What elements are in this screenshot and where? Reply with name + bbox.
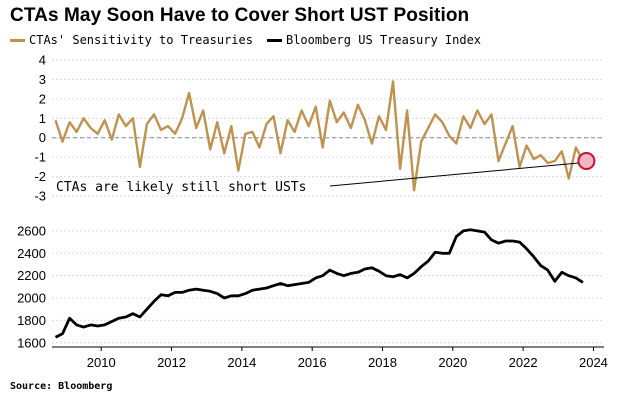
x-tick-label: 2016 bbox=[298, 355, 327, 370]
legend-item-treasury-index: Bloomberg US Treasury Index bbox=[266, 33, 482, 47]
x-tick-label: 2014 bbox=[227, 355, 256, 370]
bottom-series-line bbox=[54, 228, 584, 339]
top-y-tick-label: 2 bbox=[39, 91, 46, 106]
top-y-tick-label: 1 bbox=[39, 111, 46, 126]
legend-label-treasury-index: Bloomberg US Treasury Index bbox=[285, 33, 482, 47]
legend-swatch-treasury-index bbox=[266, 38, 282, 42]
bottom-y-tick-label: 1800 bbox=[17, 313, 46, 328]
source-note: Source: Bloomberg bbox=[10, 381, 113, 392]
top-y-tick-label: 4 bbox=[39, 53, 46, 68]
legend-label-cta: CTAs' Sensitivity to Treasuries bbox=[29, 33, 253, 47]
bottom-y-tick-label: 2400 bbox=[17, 246, 46, 261]
bottom-y-tick-label: 2600 bbox=[17, 223, 46, 238]
chart-title: CTAs May Soon Have to Cover Short UST Po… bbox=[10, 5, 470, 26]
annotation-text: CTAs are likely still short USTs bbox=[56, 180, 306, 195]
top-y-tick-label: 0 bbox=[39, 130, 46, 145]
legend: CTAs' Sensitivity to Treasuries Bloomber… bbox=[10, 33, 495, 47]
x-tick-label: 2024 bbox=[579, 355, 608, 370]
top-y-tick-label: 3 bbox=[39, 72, 46, 87]
x-tick-label: 2020 bbox=[438, 355, 467, 370]
x-tick-label: 2012 bbox=[157, 355, 186, 370]
top-y-tick-label: -3 bbox=[34, 189, 46, 204]
annotation-marker bbox=[577, 152, 596, 171]
legend-swatch-cta bbox=[10, 38, 25, 42]
top-y-tick-label: -1 bbox=[34, 150, 46, 165]
annotation-leader-line bbox=[329, 162, 579, 187]
bottom-y-tick-label: 2200 bbox=[17, 268, 46, 283]
bottom-y-tick-label: 1600 bbox=[17, 335, 46, 350]
legend-item-cta: CTAs' Sensitivity to Treasuries bbox=[10, 33, 253, 47]
top-y-tick-label: -2 bbox=[34, 169, 46, 184]
x-tick-label: 2022 bbox=[509, 355, 538, 370]
x-tick-label: 2010 bbox=[87, 355, 116, 370]
x-tick-label: 2018 bbox=[368, 355, 397, 370]
bottom-y-tick-label: 2000 bbox=[17, 291, 46, 306]
top-series-line bbox=[54, 80, 584, 192]
